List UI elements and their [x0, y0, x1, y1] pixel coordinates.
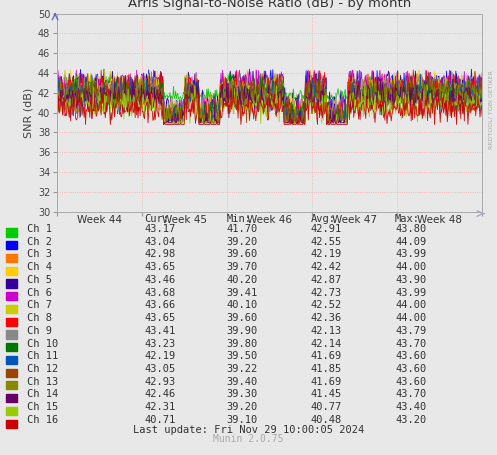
- Text: 44.09: 44.09: [395, 237, 426, 247]
- Text: Ch 12: Ch 12: [27, 364, 59, 374]
- Text: 40.20: 40.20: [226, 275, 257, 285]
- Text: 42.19: 42.19: [311, 249, 342, 259]
- Text: Ch 8: Ch 8: [27, 313, 52, 323]
- Text: 44.00: 44.00: [395, 300, 426, 310]
- Text: 43.80: 43.80: [395, 224, 426, 234]
- Text: 39.80: 39.80: [226, 339, 257, 349]
- Text: 43.66: 43.66: [144, 300, 175, 310]
- Text: Max:: Max:: [395, 214, 420, 224]
- Text: 42.93: 42.93: [144, 377, 175, 387]
- Text: 39.10: 39.10: [226, 415, 257, 425]
- Text: 43.79: 43.79: [395, 326, 426, 336]
- Text: 42.52: 42.52: [311, 300, 342, 310]
- Text: Ch 10: Ch 10: [27, 339, 59, 349]
- Text: Ch 14: Ch 14: [27, 389, 59, 399]
- Text: 42.91: 42.91: [311, 224, 342, 234]
- Text: 43.65: 43.65: [144, 262, 175, 272]
- Text: 43.17: 43.17: [144, 224, 175, 234]
- Text: 42.46: 42.46: [144, 389, 175, 399]
- Text: 39.22: 39.22: [226, 364, 257, 374]
- Text: 39.60: 39.60: [226, 249, 257, 259]
- Text: Min:: Min:: [226, 214, 251, 224]
- Text: Ch 16: Ch 16: [27, 415, 59, 425]
- Text: 42.19: 42.19: [144, 351, 175, 361]
- Text: 42.13: 42.13: [311, 326, 342, 336]
- Text: Ch 7: Ch 7: [27, 300, 52, 310]
- Text: Avg:: Avg:: [311, 214, 335, 224]
- Text: 42.42: 42.42: [311, 262, 342, 272]
- Text: 42.31: 42.31: [144, 402, 175, 412]
- Text: 43.60: 43.60: [395, 377, 426, 387]
- Text: 42.87: 42.87: [311, 275, 342, 285]
- Text: 42.36: 42.36: [311, 313, 342, 323]
- Text: 41.85: 41.85: [311, 364, 342, 374]
- Text: 42.98: 42.98: [144, 249, 175, 259]
- Text: 40.48: 40.48: [311, 415, 342, 425]
- Text: Last update: Fri Nov 29 10:00:05 2024: Last update: Fri Nov 29 10:00:05 2024: [133, 425, 364, 435]
- Text: 39.41: 39.41: [226, 288, 257, 298]
- Text: 43.20: 43.20: [395, 415, 426, 425]
- Text: 42.73: 42.73: [311, 288, 342, 298]
- Text: 40.77: 40.77: [311, 402, 342, 412]
- Text: Week 45: Week 45: [162, 215, 207, 225]
- Text: 39.90: 39.90: [226, 326, 257, 336]
- Text: 43.68: 43.68: [144, 288, 175, 298]
- Text: 43.90: 43.90: [395, 275, 426, 285]
- Text: Munin 2.0.75: Munin 2.0.75: [213, 434, 284, 444]
- Text: Ch 9: Ch 9: [27, 326, 52, 336]
- Text: Week 44: Week 44: [77, 215, 122, 225]
- Text: Ch 1: Ch 1: [27, 224, 52, 234]
- Text: 39.60: 39.60: [226, 313, 257, 323]
- Text: Week 46: Week 46: [247, 215, 292, 225]
- Text: 43.65: 43.65: [144, 313, 175, 323]
- Text: 43.46: 43.46: [144, 275, 175, 285]
- Text: Ch 15: Ch 15: [27, 402, 59, 412]
- Text: Ch 11: Ch 11: [27, 351, 59, 361]
- Text: Ch 6: Ch 6: [27, 288, 52, 298]
- Text: 39.50: 39.50: [226, 351, 257, 361]
- Text: 43.41: 43.41: [144, 326, 175, 336]
- Text: 43.04: 43.04: [144, 237, 175, 247]
- Text: 43.99: 43.99: [395, 288, 426, 298]
- Text: Ch 5: Ch 5: [27, 275, 52, 285]
- Text: 43.70: 43.70: [395, 389, 426, 399]
- Text: Ch 2: Ch 2: [27, 237, 52, 247]
- Text: 43.60: 43.60: [395, 351, 426, 361]
- Text: Week 47: Week 47: [332, 215, 377, 225]
- Text: 39.70: 39.70: [226, 262, 257, 272]
- Text: Week 48: Week 48: [417, 215, 462, 225]
- Text: 43.99: 43.99: [395, 249, 426, 259]
- Text: 41.69: 41.69: [311, 351, 342, 361]
- Text: 41.70: 41.70: [226, 224, 257, 234]
- Text: Ch 13: Ch 13: [27, 377, 59, 387]
- Text: 39.40: 39.40: [226, 377, 257, 387]
- Text: 40.10: 40.10: [226, 300, 257, 310]
- Text: Ch 4: Ch 4: [27, 262, 52, 272]
- Text: 44.00: 44.00: [395, 262, 426, 272]
- Title: Arris Signal-to-Noise Ratio (dB) - by month: Arris Signal-to-Noise Ratio (dB) - by mo…: [128, 0, 411, 10]
- Text: 43.70: 43.70: [395, 339, 426, 349]
- Text: 41.45: 41.45: [311, 389, 342, 399]
- Text: 40.71: 40.71: [144, 415, 175, 425]
- Text: 43.60: 43.60: [395, 364, 426, 374]
- Text: Ch 3: Ch 3: [27, 249, 52, 259]
- Text: 39.20: 39.20: [226, 237, 257, 247]
- Y-axis label: SNR (dB): SNR (dB): [24, 87, 34, 138]
- Text: Cur:: Cur:: [144, 214, 169, 224]
- Text: 41.69: 41.69: [311, 377, 342, 387]
- Text: 44.00: 44.00: [395, 313, 426, 323]
- Text: 43.40: 43.40: [395, 402, 426, 412]
- Text: 42.55: 42.55: [311, 237, 342, 247]
- Text: 39.30: 39.30: [226, 389, 257, 399]
- Text: RRDTOOL/ TOBI OETIKER: RRDTOOL/ TOBI OETIKER: [489, 70, 494, 149]
- Text: 43.23: 43.23: [144, 339, 175, 349]
- Text: 42.14: 42.14: [311, 339, 342, 349]
- Text: 43.05: 43.05: [144, 364, 175, 374]
- Text: 39.20: 39.20: [226, 402, 257, 412]
